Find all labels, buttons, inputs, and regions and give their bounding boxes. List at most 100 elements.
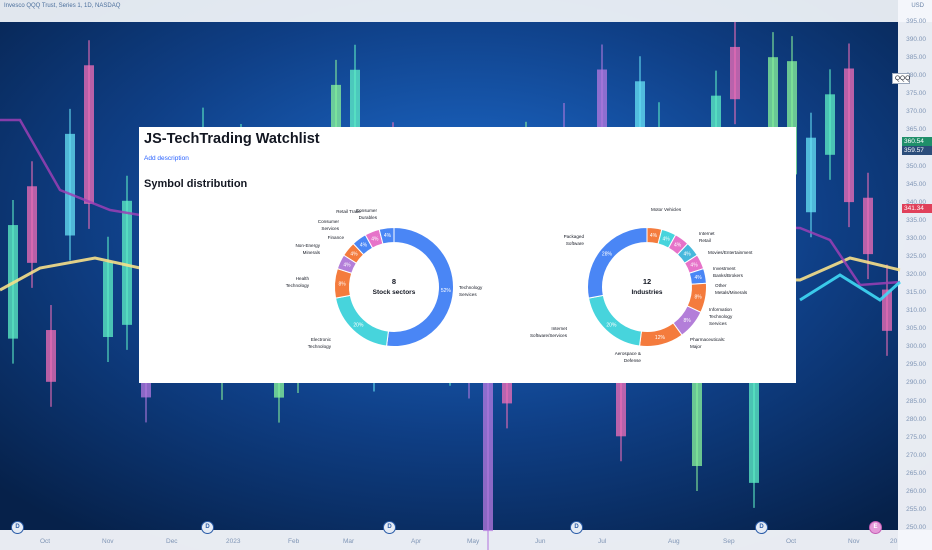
price-tick-label: 300.00 [906,343,926,351]
moving-average-line-3 [799,273,902,302]
add-description-link[interactable]: Add description [144,155,189,162]
price-tag: 359.57 [902,146,932,155]
slice-category-label: Electronic [311,337,332,342]
slice-percent-label: 4% [690,263,698,269]
slice-category-label: Consumer [318,219,340,224]
slice-category-label: Motor Vehicles [651,207,682,212]
candle-body [825,94,835,155]
candle-body [863,197,873,255]
candle-body [768,57,778,172]
donut-center-label: Industries [631,289,662,296]
slice-percent-label: 20% [606,323,617,329]
slice-percent-label: 4% [384,233,392,239]
candle-body [692,326,702,467]
price-tick-label: 260.00 [906,487,926,495]
slice-percent-label: 4% [371,236,379,242]
slice-percent-label: 52% [441,288,452,294]
dividend-marker[interactable]: D [383,521,396,534]
dividend-marker[interactable]: D [11,521,24,534]
slice-category-label: Finance [328,235,345,240]
time-tick-label: Mar [343,538,355,545]
price-tick-label: 375.00 [906,90,926,98]
time-tick-label: Feb [288,538,300,545]
price-tick-label: 275.00 [906,433,926,441]
slice-category-label: Information [709,307,732,312]
candle-body [65,133,75,236]
donut-center-count: 12 [643,277,651,286]
slice-category-label: Non-Energy [295,243,320,248]
slice-percent-label: 8% [683,318,691,324]
price-tick-label: 290.00 [906,379,926,387]
dividend-marker[interactable]: D [201,521,214,534]
slice-category-label: Technology [308,344,332,349]
donut-slice [385,226,454,347]
price-tick-label: 280.00 [906,415,926,423]
donut-slice [378,226,395,245]
candle-body [787,61,797,175]
price-tick-label: 340.00 [906,198,926,206]
price-tick-label: 285.00 [906,397,926,405]
slice-category-label: Packaged [564,234,585,239]
slice-category-label: Health [296,276,310,281]
slice-category-label: Movies/Entertainment [708,250,753,255]
slice-category-label: Technology [286,283,310,288]
slice-category-label: Technology [709,314,733,319]
earnings-marker[interactable]: E [869,521,882,534]
price-tick-label: 250.00 [906,524,926,531]
slice-category-label: Metals/Minerals [715,290,748,295]
slice-category-label: Software [566,241,585,246]
slice-percent-label: 8% [694,295,702,301]
slice-category-label: Banks/Brokers [713,273,744,278]
slice-percent-label: 4% [343,263,351,269]
slice-category-label: Minerals [303,250,321,255]
price-tag: 341.34 [902,204,932,213]
price-tick-label: 365.00 [906,126,926,134]
candle-body [350,69,360,178]
price-tick-label: 345.00 [906,180,926,188]
slice-percent-label: 8% [338,282,346,288]
price-tick-label: 270.00 [906,451,926,459]
slice-category-label: Software/Services [530,333,568,338]
slice-category-label: Services [321,226,339,231]
candle-body [882,289,892,331]
dividend-marker[interactable]: D [570,521,583,534]
slice-percent-label: 4% [650,233,658,239]
candle-body [103,261,113,338]
slice-percent-label: 4% [350,252,358,258]
price-tick-label: 370.00 [906,108,926,116]
price-tag: 360.54 [902,137,932,146]
candle-body [844,68,854,203]
donut-slice [334,294,389,347]
slice-category-label: Other [715,283,727,288]
time-tick-label: Dec [166,538,178,545]
time-tick-label: Nov [102,538,114,545]
time-tick-label: Jul [598,538,607,545]
price-tick-label: 335.00 [906,216,926,224]
slice-category-label: Services [459,292,477,297]
candle-body [597,69,607,176]
slice-category-label: Aerospace & [615,351,641,356]
slice-category-label: Consumer [356,208,378,213]
slice-percent-label: 12% [655,335,666,341]
chart-header: Invesco QQQ Trust, Series 1, 1D, NASDAQ [4,3,121,9]
candle-body [46,330,56,382]
slice-category-label: Pharmaceuticals: [690,337,725,342]
slice-percent-label: 4% [694,275,702,281]
price-tick-label: 330.00 [906,234,926,242]
time-tick-label: 20 [890,538,898,545]
slice-category-label: Services [709,321,727,326]
currency-label: USD [911,3,924,9]
candle-body [27,186,37,263]
price-tick-label: 350.00 [906,162,926,170]
slice-category-label: Major [690,344,702,349]
dividend-marker[interactable]: D [755,521,768,534]
watchlist-title: JS-TechTrading Watchlist [144,131,320,147]
price-tick-label: 390.00 [906,36,926,44]
slice-category-label: Defense [624,358,642,363]
time-tick-label: Jun [535,538,546,545]
time-tick-label: Nov [848,538,860,545]
slice-category-label: Durables [359,215,378,220]
candle-body [84,65,94,204]
time-tick-label: Sep [723,538,735,545]
donut-slice [587,226,648,299]
